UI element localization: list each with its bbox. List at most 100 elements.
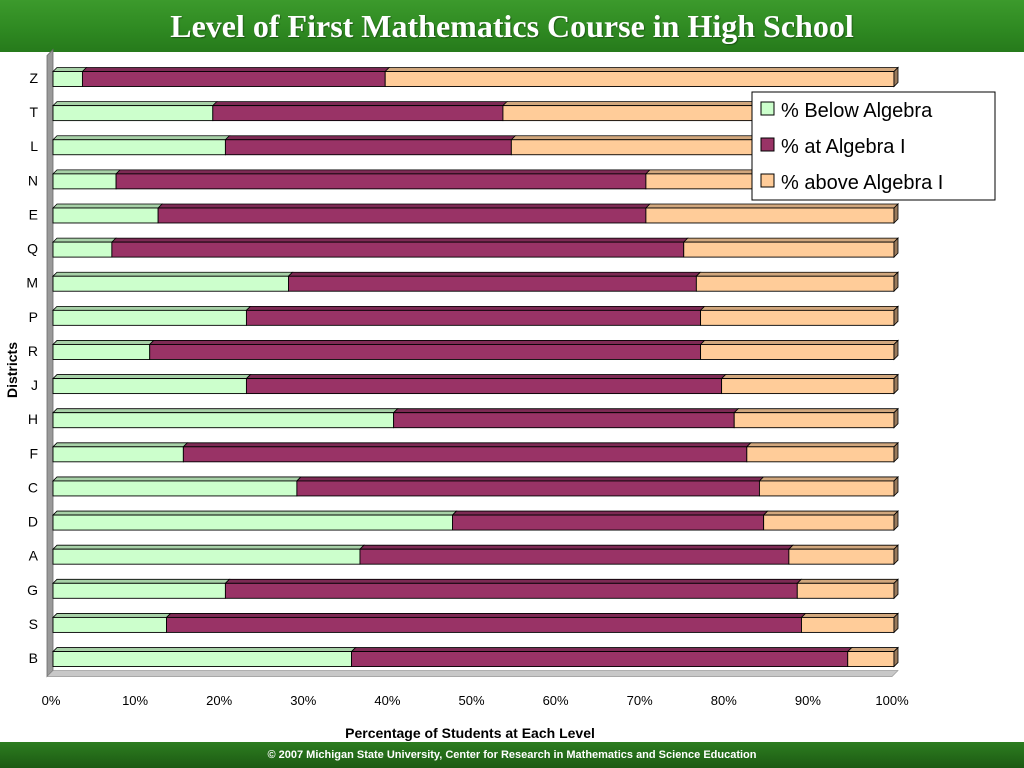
bar-segment-D-at <box>452 514 765 531</box>
x-tick-label: 90% <box>795 693 821 708</box>
bar-top-H-below <box>52 408 399 414</box>
bar-top-Q-below <box>52 237 117 243</box>
bar-top-E-below <box>52 203 164 209</box>
category-label-N: N <box>28 172 38 188</box>
footer-copyright: © 2007 Michigan State University, Center… <box>267 749 757 761</box>
bar-segment-G-at <box>224 582 798 599</box>
bar-top-M-at <box>287 271 702 277</box>
category-label-D: D <box>28 514 38 530</box>
bar-side-S <box>893 612 899 634</box>
bar-side-M <box>893 271 899 293</box>
category-label-B: B <box>29 650 38 666</box>
x-tick-label: 30% <box>290 693 316 708</box>
x-tick-label: 70% <box>627 693 653 708</box>
bar-row-M <box>52 271 899 293</box>
bar-side-R <box>893 339 899 361</box>
legend-label-below: % Below Algebra <box>781 100 933 122</box>
bar-side-Q <box>893 237 899 259</box>
chart-wall <box>46 48 899 678</box>
bar-segment-Q-at <box>111 241 685 258</box>
bar-top-F-above <box>745 442 899 448</box>
category-label-H: H <box>28 411 38 427</box>
bar-row-D <box>52 510 899 532</box>
legend-label-above: % above Algebra I <box>781 172 943 194</box>
bar-segment-H-above <box>733 412 895 429</box>
page-title: Level of First Mathematics Course in Hig… <box>170 8 854 44</box>
bar-row-A <box>52 544 899 566</box>
bar-top-Q-at <box>110 237 689 243</box>
bar-segment-D-above <box>763 514 895 531</box>
bar-side-P <box>893 305 899 327</box>
bar-top-Z-at <box>81 67 391 72</box>
bar-segment-J-below <box>52 378 247 395</box>
x-axis-title: Percentage of Students at Each Level <box>345 725 595 741</box>
bar-top-M-above <box>695 271 899 277</box>
bar-segment-B-above <box>847 651 895 667</box>
category-label-Z: Z <box>29 70 38 86</box>
bar-top-P-above <box>699 305 899 311</box>
bar-row-B <box>52 646 899 668</box>
bar-segment-B-at <box>351 651 849 667</box>
bar-top-J-above <box>720 374 899 379</box>
chart-wall-left <box>46 48 54 678</box>
bar-top-L-at <box>224 135 517 141</box>
bar-segment-S-above <box>801 616 895 633</box>
bar-segment-P-below <box>52 309 247 326</box>
bar-row-H <box>52 407 899 429</box>
bar-top-T-below <box>52 101 218 107</box>
bar-segment-Z-above <box>384 71 895 87</box>
bar-top-F-at <box>182 442 752 448</box>
bar-segment-L-at <box>224 139 512 156</box>
bar-top-S-below <box>52 613 172 618</box>
bar-segment-E-at <box>157 207 647 224</box>
bar-top-D-at <box>451 510 769 516</box>
legend-swatch-at <box>760 137 775 152</box>
bar-side-G <box>893 578 899 600</box>
bar-row-P <box>52 305 899 327</box>
bar-top-L-below <box>52 135 231 141</box>
legend-label-at: % at Algebra I <box>781 136 906 158</box>
bar-top-J-at <box>245 374 727 379</box>
bar-top-D-below <box>52 510 458 516</box>
category-label-J: J <box>31 377 38 393</box>
bar-segment-F-below <box>52 446 184 463</box>
bar-row-R <box>52 339 899 361</box>
bar-top-B-below <box>52 647 357 652</box>
bar-segment-C-at <box>296 480 760 497</box>
bar-top-C-below <box>52 476 302 482</box>
bar-segment-R-below <box>52 344 151 360</box>
bar-segment-E-above <box>645 207 895 224</box>
bar-row-G <box>52 578 899 600</box>
legend-box <box>751 91 996 201</box>
category-label-R: R <box>28 343 38 359</box>
bar-row-Q <box>52 237 899 259</box>
category-label-P: P <box>29 309 38 325</box>
x-tick-label: 50% <box>458 693 484 708</box>
x-tick-label: 100% <box>875 693 909 708</box>
x-tick-label: 80% <box>711 693 737 708</box>
bar-row-J <box>52 373 899 395</box>
category-label-Q: Q <box>27 241 38 257</box>
bar-top-F-below <box>52 442 189 448</box>
bar-segment-M-below <box>52 275 289 292</box>
footer-bar: © 2007 Michigan State University, Center… <box>0 742 1024 768</box>
stacked-bar-chart: Z T L N E Q M P R J H F C D A G S B 0% 10% 20% 30% 40% 50% 60% 7… <box>4 48 996 741</box>
bar-side-J <box>893 373 899 395</box>
x-tick-label: 40% <box>374 693 400 708</box>
bar-side-F <box>893 441 899 463</box>
bar-segment-A-above <box>788 548 895 565</box>
bar-segment-M-at <box>288 275 697 292</box>
bar-top-Z-below <box>52 67 88 72</box>
title-bar: Level of First Mathematics Course in Hig… <box>0 0 1024 52</box>
bar-top-E-above <box>644 203 899 209</box>
x-tick-label: 20% <box>206 693 232 708</box>
category-label-C: C <box>28 479 38 495</box>
bar-top-S-at <box>165 613 807 618</box>
bar-segment-A-below <box>52 548 361 565</box>
category-label-E: E <box>29 206 38 222</box>
category-labels: Z T L N E Q M P R J H F C D A G S B <box>26 70 38 666</box>
bar-segment-B-below <box>52 651 353 667</box>
bar-segment-M-above <box>695 275 895 292</box>
bar-segment-Q-below <box>52 241 113 258</box>
bar-side-C <box>893 475 899 497</box>
